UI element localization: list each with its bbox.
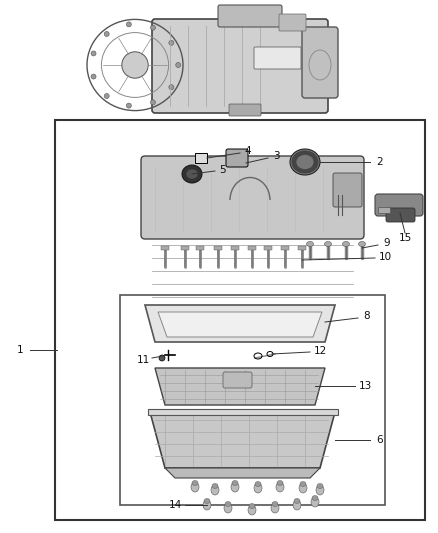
- Ellipse shape: [169, 41, 174, 45]
- Polygon shape: [165, 468, 320, 478]
- Ellipse shape: [358, 241, 365, 246]
- Ellipse shape: [104, 93, 109, 99]
- Ellipse shape: [296, 155, 314, 169]
- FancyBboxPatch shape: [386, 208, 415, 222]
- FancyBboxPatch shape: [226, 149, 248, 167]
- Ellipse shape: [293, 500, 301, 510]
- Ellipse shape: [225, 502, 231, 506]
- Bar: [248, 246, 256, 250]
- Ellipse shape: [294, 498, 300, 504]
- Ellipse shape: [176, 62, 181, 68]
- Ellipse shape: [192, 481, 198, 486]
- Ellipse shape: [91, 74, 96, 79]
- Ellipse shape: [276, 482, 284, 492]
- Text: 4: 4: [245, 146, 251, 156]
- Bar: [378, 207, 390, 213]
- Text: 5: 5: [219, 165, 225, 175]
- Ellipse shape: [150, 25, 155, 30]
- Text: 10: 10: [378, 252, 392, 262]
- FancyBboxPatch shape: [152, 19, 328, 113]
- Text: 13: 13: [358, 381, 371, 391]
- Ellipse shape: [271, 503, 279, 513]
- Polygon shape: [145, 305, 335, 342]
- Ellipse shape: [316, 485, 324, 495]
- Ellipse shape: [186, 169, 198, 179]
- Ellipse shape: [248, 505, 256, 515]
- Ellipse shape: [312, 496, 318, 500]
- Text: 6: 6: [377, 435, 383, 445]
- Bar: [214, 246, 222, 250]
- Text: 11: 11: [136, 355, 150, 365]
- Bar: [181, 246, 189, 250]
- Ellipse shape: [122, 52, 148, 78]
- Ellipse shape: [224, 503, 232, 513]
- Ellipse shape: [91, 51, 96, 56]
- FancyBboxPatch shape: [223, 372, 252, 388]
- Polygon shape: [155, 368, 325, 405]
- Ellipse shape: [203, 500, 211, 510]
- Polygon shape: [158, 312, 322, 337]
- Text: 12: 12: [313, 346, 327, 356]
- Ellipse shape: [317, 483, 323, 489]
- FancyBboxPatch shape: [302, 27, 338, 98]
- Ellipse shape: [255, 481, 261, 487]
- FancyBboxPatch shape: [254, 47, 301, 69]
- Bar: [196, 246, 204, 250]
- Ellipse shape: [300, 481, 306, 487]
- FancyBboxPatch shape: [333, 173, 362, 207]
- Ellipse shape: [272, 502, 278, 506]
- Ellipse shape: [307, 241, 314, 246]
- Ellipse shape: [231, 482, 239, 492]
- FancyBboxPatch shape: [148, 409, 338, 415]
- Bar: [231, 246, 239, 250]
- Ellipse shape: [169, 85, 174, 90]
- Bar: [298, 246, 306, 250]
- FancyBboxPatch shape: [279, 14, 306, 31]
- Ellipse shape: [126, 103, 131, 108]
- Ellipse shape: [299, 483, 307, 493]
- Ellipse shape: [126, 22, 131, 27]
- FancyBboxPatch shape: [375, 194, 423, 216]
- Ellipse shape: [290, 149, 320, 175]
- Bar: [55, 120, 425, 520]
- Ellipse shape: [277, 481, 283, 486]
- Bar: [120, 295, 385, 505]
- Ellipse shape: [182, 165, 202, 183]
- Ellipse shape: [150, 100, 155, 105]
- FancyBboxPatch shape: [229, 104, 261, 116]
- Bar: [161, 246, 169, 250]
- Ellipse shape: [212, 483, 218, 489]
- Text: 3: 3: [273, 151, 279, 161]
- Bar: [281, 246, 289, 250]
- Ellipse shape: [104, 31, 109, 36]
- Ellipse shape: [204, 498, 210, 504]
- Text: 1: 1: [17, 345, 23, 355]
- Text: 9: 9: [384, 238, 390, 248]
- Ellipse shape: [159, 355, 165, 361]
- Ellipse shape: [249, 504, 255, 508]
- Ellipse shape: [343, 241, 350, 246]
- Bar: [195, 153, 207, 163]
- Ellipse shape: [191, 482, 199, 492]
- FancyBboxPatch shape: [218, 5, 282, 27]
- Ellipse shape: [254, 483, 262, 493]
- Text: 2: 2: [377, 157, 383, 167]
- FancyBboxPatch shape: [141, 156, 364, 239]
- Ellipse shape: [211, 485, 219, 495]
- Text: 8: 8: [364, 311, 370, 321]
- Text: 14: 14: [168, 500, 182, 510]
- Text: 15: 15: [399, 233, 412, 243]
- Bar: [264, 246, 272, 250]
- Ellipse shape: [311, 497, 319, 507]
- Ellipse shape: [325, 241, 332, 246]
- Ellipse shape: [232, 481, 238, 486]
- Polygon shape: [150, 412, 335, 468]
